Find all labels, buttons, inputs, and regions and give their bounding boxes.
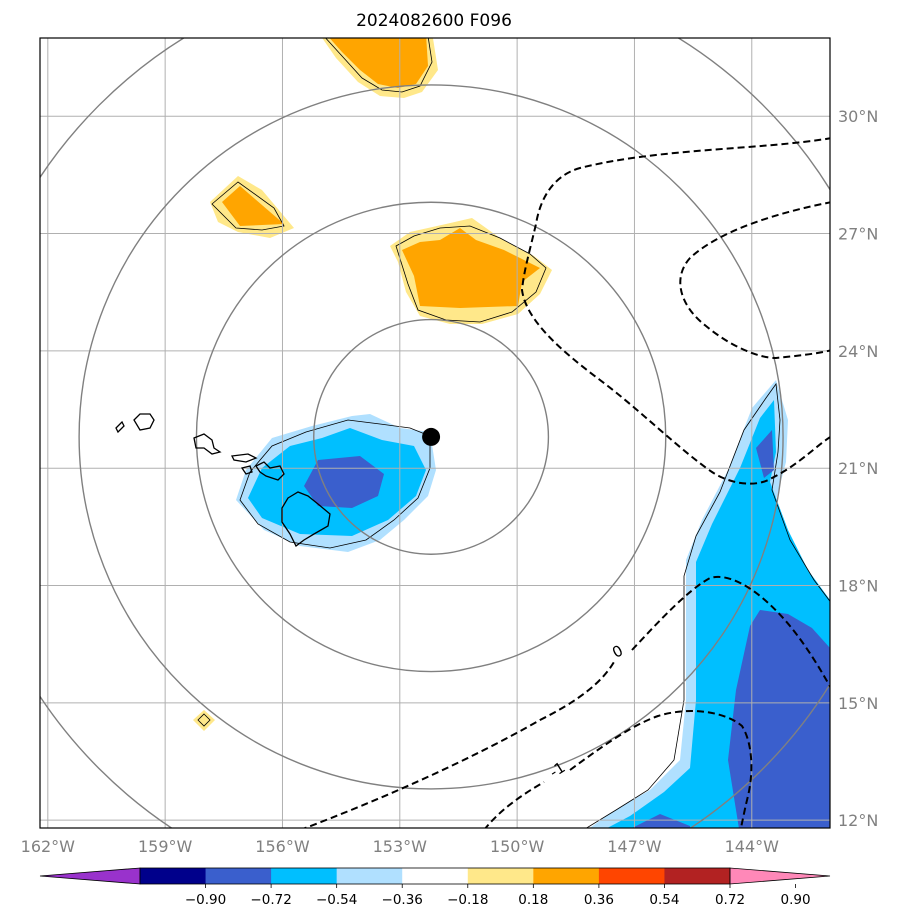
colorbar-segment-7 — [598, 868, 665, 884]
dashed-contour-minus-one — [484, 710, 753, 828]
shade-center-north-core — [402, 228, 540, 308]
shade-southeast-core — [728, 610, 830, 828]
latitude-labels: 12°N 15°N 18°N 21°N 24°N 27°N 30°N — [838, 107, 878, 830]
dashed-contour-north — [520, 137, 830, 485]
shade-small-diamond — [193, 710, 215, 731]
coastlines — [115, 413, 331, 547]
colorbar-label-8: 0.72 — [715, 892, 745, 908]
shade-hawaii-core — [304, 456, 384, 508]
coast-niihau — [115, 420, 125, 434]
shade-southeast-core-strip — [756, 430, 774, 478]
storm-center-marker — [422, 427, 441, 446]
outline-southeast — [585, 382, 830, 828]
coast-maui — [255, 461, 285, 481]
outline-northwest-small — [211, 181, 285, 231]
colorbar-segment-3 — [336, 868, 403, 884]
range-ring-1 — [313, 318, 550, 555]
colorbar-label-2: −0.54 — [316, 892, 357, 908]
negative-anomaly-shading — [236, 380, 830, 828]
lat-tick-label-0: 12°N — [838, 811, 878, 830]
colorbar-label-1: −0.72 — [250, 892, 291, 908]
lon-tick-label-1: 159°W — [138, 837, 193, 856]
map-frame — [39, 37, 831, 829]
lon-tick-label-6: 144°W — [725, 837, 780, 856]
shade-northwest-small-core — [222, 186, 284, 226]
dashed-contour-northeast — [679, 201, 830, 360]
colorbar-extend-low — [39, 867, 141, 885]
outline-small-diamond — [197, 713, 211, 727]
colorbar-label-7: 0.54 — [649, 892, 679, 908]
colorbar-segment-2 — [271, 868, 338, 884]
outline-center-north — [395, 225, 547, 323]
colorbar-segment-0 — [140, 868, 207, 884]
coast-kauai — [133, 413, 155, 431]
lat-tick-label-6: 30°N — [838, 107, 878, 126]
colorbar-frame — [139, 867, 731, 885]
colorbar — [39, 867, 831, 885]
lon-tick-label-3: 153°W — [373, 837, 428, 856]
coast-lanai — [240, 465, 253, 475]
shade-southeast-core-small — [632, 814, 690, 828]
lon-tick-label-4: 150°W — [490, 837, 545, 856]
coast-big-island — [281, 491, 331, 547]
coast-oahu — [193, 433, 222, 455]
colorbar-segment-4 — [402, 868, 469, 884]
outline-north-top — [325, 38, 433, 93]
colorbar-labels: −0.90 −0.72 −0.54 −0.36 −0.18 0.18 0.36 0.54 0.7… — [185, 884, 811, 908]
colorbar-label-6: 0.36 — [584, 892, 614, 908]
lat-tick-label-1: 15°N — [838, 694, 878, 713]
colorbar-label-3: −0.36 — [382, 892, 423, 908]
outline-hawaii — [239, 419, 431, 549]
lat-tick-label-3: 21°N — [838, 459, 878, 478]
colorbar-label-0: −0.90 — [185, 892, 226, 908]
colorbar-segment-6 — [533, 868, 600, 884]
lat-tick-label-5: 27°N — [838, 225, 878, 244]
lon-tick-label-0: 162°W — [21, 837, 76, 856]
colorbar-label-4: −0.18 — [447, 892, 488, 908]
coast-molokai — [231, 453, 258, 463]
lat-tick-label-4: 24°N — [838, 342, 878, 361]
shade-north-top-core — [329, 38, 428, 88]
colorbar-segment-1 — [205, 868, 272, 884]
dashed-contours — [302, 137, 830, 828]
lon-tick-label-2: 156°W — [255, 837, 310, 856]
colorbar-segment-5 — [467, 868, 534, 884]
range-ring-3 — [78, 84, 784, 790]
lon-tick-label-5: 147°W — [607, 837, 662, 856]
longitude-labels: 162°W 159°W 156°W 153°W 150°W 147°W 144°W — [21, 837, 779, 856]
colorbar-segment-8 — [664, 868, 731, 884]
colorbar-label-5: 0.18 — [518, 892, 548, 908]
colorbar-label-9: 0.90 — [781, 892, 811, 908]
lat-tick-label-2: 18°N — [838, 577, 878, 596]
colorbar-extend-high — [729, 867, 831, 885]
dashed-contour-zero — [302, 575, 830, 828]
figure-title: 2024082600 F096 — [356, 11, 512, 31]
anomaly-outlines — [197, 38, 830, 828]
